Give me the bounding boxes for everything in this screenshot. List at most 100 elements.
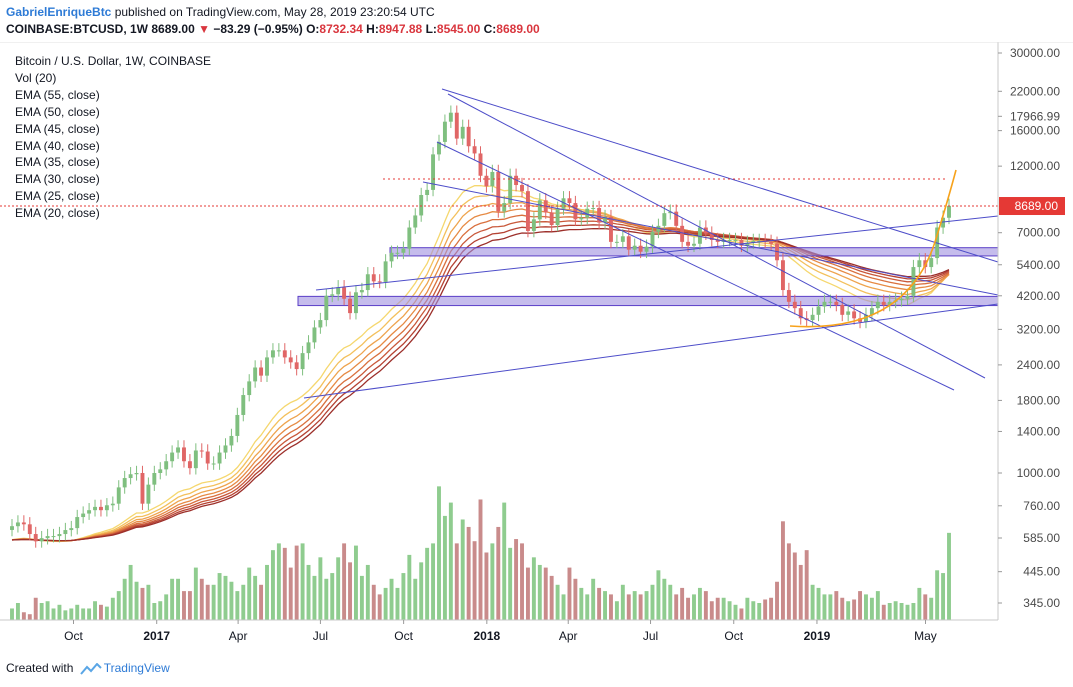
- legend-item[interactable]: EMA (25, close): [15, 189, 100, 204]
- price-axis-label: 1800.00: [1017, 393, 1061, 407]
- candle-body: [182, 447, 186, 462]
- legend-item[interactable]: EMA (50, close): [15, 104, 100, 119]
- candle-body: [371, 274, 376, 282]
- candle-body: [644, 246, 649, 252]
- trendline: [315, 215, 999, 291]
- legend-item[interactable]: EMA (35, close): [15, 155, 100, 170]
- price-axis-label: 445.00: [1023, 565, 1060, 579]
- legend-title: Bitcoin / U.S. Dollar, 1W, COINBASE: [15, 54, 212, 68]
- volume-bar: [33, 597, 38, 620]
- legend-item[interactable]: EMA (55, close): [15, 87, 100, 102]
- candle-body: [549, 212, 554, 226]
- candle-body: [276, 350, 281, 352]
- candle-body: [407, 227, 412, 249]
- volume-bar: [549, 575, 554, 620]
- candle-body: [852, 311, 857, 319]
- volume-bar: [312, 575, 317, 620]
- candle-body: [472, 146, 477, 154]
- price-axis-label: 17966.99: [1010, 109, 1060, 123]
- candle-body: [525, 191, 530, 231]
- author-name[interactable]: GabrielEnriqueBtc: [6, 5, 112, 19]
- candle-body: [193, 450, 198, 469]
- volume-bar: [407, 554, 412, 620]
- volume-bar: [294, 545, 299, 620]
- candle-body: [324, 295, 329, 321]
- candle-body: [709, 233, 714, 240]
- candle-body: [941, 217, 946, 228]
- volume-bar: [460, 519, 465, 620]
- volume-bar: [816, 587, 821, 620]
- tradingview-link[interactable]: TradingView: [103, 661, 170, 675]
- candle-body: [614, 241, 619, 243]
- high-value: 8947.88: [378, 22, 423, 36]
- volume-bar: [846, 601, 851, 620]
- candle-body: [425, 189, 430, 195]
- candle-body: [223, 445, 228, 453]
- candle-body: [170, 452, 175, 462]
- legend-item[interactable]: EMA (30, close): [15, 172, 100, 187]
- price-axis-label: 585.00: [1023, 531, 1060, 545]
- volume-bar: [348, 562, 352, 620]
- volume-bar: [780, 521, 785, 620]
- legend-item[interactable]: EMA (40, close): [15, 138, 100, 153]
- volume-bar: [39, 603, 44, 620]
- volume-bar: [448, 502, 453, 620]
- volume-bar: [810, 584, 815, 620]
- volume-bar: [644, 591, 649, 620]
- volume-bar: [359, 575, 364, 620]
- volume-bar: [573, 578, 578, 620]
- low-label: L:: [425, 22, 437, 36]
- volume-bar: [158, 601, 163, 620]
- candle-body: [828, 301, 833, 303]
- candle-body: [798, 308, 803, 319]
- volume-bar: [864, 594, 868, 620]
- volume-bar: [579, 587, 584, 620]
- candle-body: [846, 311, 851, 315]
- volume-bar: [745, 597, 750, 620]
- candle-body: [597, 208, 602, 223]
- candle-body: [253, 367, 258, 382]
- candle-body: [146, 484, 151, 504]
- volume-bar: [318, 557, 323, 620]
- legend-item[interactable]: EMA (20, close): [15, 206, 100, 221]
- volume-bar: [727, 601, 732, 620]
- candle-body: [342, 287, 347, 299]
- volume-bar: [520, 543, 524, 620]
- price-axis-label: 1400.00: [1017, 424, 1061, 438]
- candle-body: [442, 121, 447, 142]
- volume-bar: [176, 578, 181, 620]
- candle-body: [632, 245, 637, 250]
- open-value: 8732.34: [319, 22, 363, 36]
- volume-bar: [211, 584, 216, 620]
- candle-body: [448, 112, 453, 122]
- candle-body: [692, 243, 696, 246]
- candle-body: [840, 304, 845, 315]
- candle-body: [603, 216, 607, 223]
- volume-bar: [478, 499, 483, 620]
- candle-body: [10, 526, 14, 530]
- volume-bar: [324, 578, 329, 620]
- volume-bar: [354, 545, 358, 620]
- volume-bar: [110, 597, 115, 620]
- volume-bar: [947, 532, 951, 620]
- volume-bar: [484, 552, 489, 620]
- candle-body: [265, 357, 269, 376]
- volume-bar: [247, 567, 252, 620]
- price-axis-label: 3200.00: [1017, 322, 1061, 336]
- candle-body: [51, 536, 56, 538]
- volume-bar: [757, 603, 762, 620]
- volume-bar: [674, 594, 679, 620]
- trendline: [436, 141, 955, 391]
- volume-bar: [852, 599, 857, 620]
- candle-body: [270, 350, 275, 358]
- volume-bar: [775, 581, 779, 620]
- legend-item[interactable]: Vol (20): [15, 70, 57, 85]
- candle-body: [810, 314, 815, 321]
- volume-bar: [875, 591, 880, 620]
- candle-body: [864, 314, 868, 322]
- legend-item[interactable]: EMA (45, close): [15, 121, 100, 136]
- candle-body: [769, 241, 774, 244]
- volume-bar: [935, 570, 940, 620]
- candle-body: [537, 200, 542, 220]
